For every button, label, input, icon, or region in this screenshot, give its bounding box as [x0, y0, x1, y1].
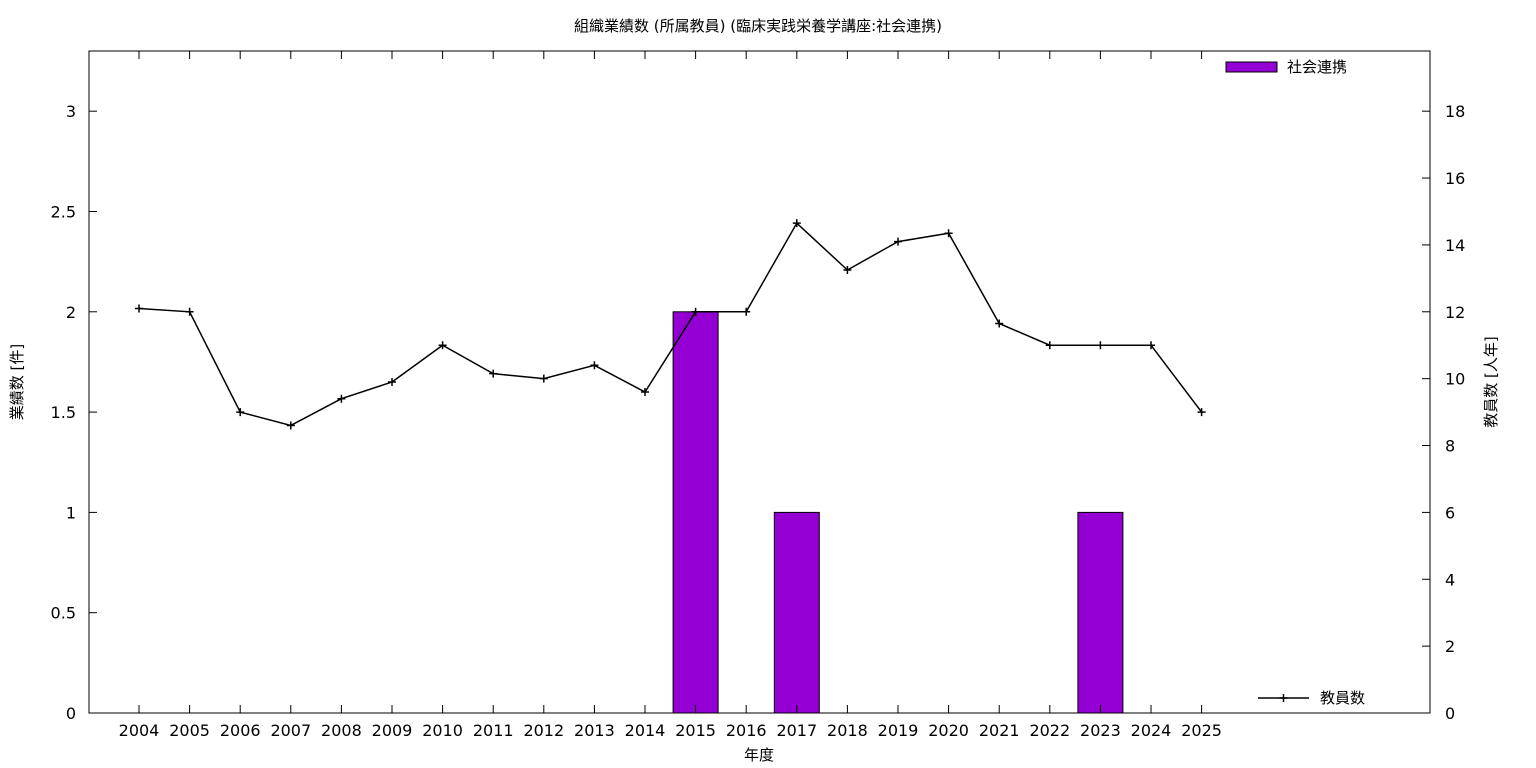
legend-bar-series: 社会連携	[1225, 58, 1347, 76]
line-point-2025	[1197, 408, 1206, 417]
line-point-2023	[1096, 341, 1105, 350]
line-point-2021	[995, 319, 1004, 328]
x-axis-title: 年度	[744, 746, 774, 764]
y2-tick-label: 2	[1445, 637, 1455, 656]
y2-tick-label: 4	[1445, 570, 1455, 589]
y2-tick-label: 14	[1445, 236, 1465, 255]
y2-tick-label: 6	[1445, 503, 1455, 522]
line-point-2020	[944, 229, 953, 238]
y-axis-title: 業績数 [件]	[8, 344, 26, 420]
line-point-2007	[286, 421, 295, 430]
y-axis-right: 0 2 4 6 8 10 12 14 16 18	[1422, 102, 1465, 723]
x-tick-label: 2013	[574, 721, 615, 740]
y-tick-label: 1	[66, 503, 76, 522]
y-axis-left: 0 0.5 1 1.5 2 2.5 3	[51, 102, 97, 723]
x-tick-label: 2014	[625, 721, 666, 740]
y2-tick-label: 12	[1445, 303, 1465, 322]
legend-bar-label: 社会連携	[1287, 58, 1347, 76]
line-path	[138, 221, 1203, 427]
x-tick-label: 2005	[169, 721, 210, 740]
line-point-2006	[236, 408, 245, 417]
line-point-2014	[641, 388, 649, 397]
x-tick-label: 2015	[675, 721, 716, 740]
y-tick-label: 3	[66, 102, 76, 121]
x-tick-label: 2023	[1080, 721, 1121, 740]
chart-title: 組織業績数 (所属教員) (臨床実践栄養学講座:社会連携)	[574, 17, 942, 35]
x-tick-label: 2004	[119, 721, 160, 740]
x-tick-label: 2021	[979, 721, 1020, 740]
bar-2015	[672, 311, 719, 714]
bar-series	[672, 311, 1124, 714]
x-axis: 2004 2005 2006 2007 2008 2009 2010 2011 2012 2013…	[119, 51, 1222, 740]
x-tick-label: 2020	[928, 721, 969, 740]
legend-line-series: 教員数	[1258, 689, 1365, 707]
y2-tick-label: 16	[1445, 169, 1465, 188]
x-tick-label: 2006	[220, 721, 261, 740]
x-tick-label: 2024	[1131, 721, 1172, 740]
line-point-2018	[843, 265, 852, 274]
y2-tick-label: 10	[1445, 370, 1465, 389]
y-tick-label: 2.5	[51, 202, 76, 221]
line-point-2004	[135, 304, 143, 313]
bar-2023	[1077, 511, 1124, 714]
line-point-2016	[742, 307, 751, 316]
plot-frame	[88, 50, 1431, 714]
x-tick-label: 2025	[1181, 721, 1222, 740]
line-point-2008	[337, 394, 346, 403]
line-point-2011	[489, 369, 498, 378]
y2-tick-label: 0	[1445, 704, 1455, 723]
legend-line-label: 教員数	[1320, 689, 1365, 707]
y2-tick-label: 8	[1445, 437, 1455, 456]
x-tick-label: 2007	[270, 721, 311, 740]
x-tick-label: 2018	[827, 721, 868, 740]
line-point-2009	[388, 378, 396, 386]
line-point-2012	[539, 374, 548, 383]
line-point-2022	[1045, 341, 1054, 350]
x-tick-label: 2022	[1029, 721, 1070, 740]
y2-axis-title: 教員数 [人年]	[1482, 336, 1500, 427]
y-tick-label: 0	[66, 704, 76, 723]
x-tick-label: 2009	[372, 721, 413, 740]
y-tick-label: 2	[66, 303, 76, 322]
line-point-2017	[792, 219, 801, 228]
x-tick-label: 2012	[523, 721, 564, 740]
line-point-2005	[185, 307, 194, 316]
x-tick-label: 2010	[422, 721, 463, 740]
x-tick-label: 2011	[473, 721, 514, 740]
bar-2017	[773, 511, 820, 714]
line-point-2024	[1147, 341, 1155, 350]
x-tick-label: 2017	[776, 721, 817, 740]
line-point-2010	[438, 341, 447, 350]
line-point-2019	[894, 237, 902, 246]
line-point-2013	[590, 361, 599, 370]
y-tick-label: 0.5	[51, 604, 76, 623]
x-tick-label: 2008	[321, 721, 362, 740]
x-tick-label: 2016	[726, 721, 767, 740]
line-series	[135, 219, 1206, 430]
y-tick-label: 1.5	[51, 403, 76, 422]
legend-line-marker	[1279, 694, 1288, 702]
legend-bar-swatch	[1225, 61, 1278, 73]
x-tick-label: 2019	[878, 721, 919, 740]
y2-tick-label: 18	[1445, 102, 1465, 121]
line-point-2015	[691, 307, 700, 316]
